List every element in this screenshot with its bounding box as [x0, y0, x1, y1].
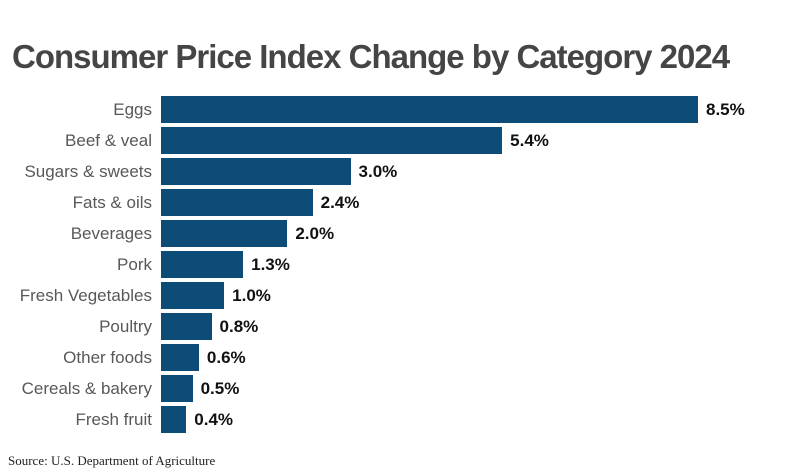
bar [161, 282, 225, 309]
value-label: 0.6% [206, 347, 246, 367]
source-note: Source: U.S. Department of Agriculture [8, 453, 216, 468]
value-label: 0.5% [200, 378, 240, 398]
bar [161, 251, 244, 278]
bar-track: 8.5% [161, 96, 800, 123]
bar [161, 127, 503, 154]
bar-track: 0.4% [161, 406, 800, 433]
value-label: 8.5% [706, 99, 745, 119]
value-label: 2.4% [320, 192, 360, 212]
chart-row: Pork 1.3% [0, 251, 800, 278]
bar [161, 406, 187, 433]
bar [161, 344, 199, 371]
chart-row: Fresh fruit 0.4% [0, 406, 800, 433]
chart-row: Fats & oils 2.4% [0, 189, 800, 216]
value-label: 0.4% [194, 409, 234, 429]
bar-track: 0.5% [161, 375, 800, 402]
category-label: Cereals & bakery [21, 379, 152, 398]
category-label: Sugars & sweets [24, 162, 152, 181]
bar [161, 158, 351, 185]
bar-track: 2.0% [161, 220, 800, 247]
value-label: 2.0% [295, 223, 335, 243]
bar-track: 1.3% [161, 251, 800, 278]
value-label: 1.3% [251, 254, 290, 274]
bar [161, 375, 193, 402]
bar [161, 313, 212, 340]
value-label: 5.4% [510, 130, 549, 150]
value-label: 3.0% [358, 161, 398, 181]
bar-track: 0.8% [161, 313, 800, 340]
chart-row: Sugars & sweets 3.0% [0, 158, 800, 185]
category-label: Fresh fruit [75, 410, 152, 429]
bar-track: 1.0% [161, 282, 800, 309]
value-label: 1.0% [232, 285, 271, 305]
chart-row: Beef & veal 5.4% [0, 127, 800, 154]
chart-row: Cereals & bakery 0.5% [0, 375, 800, 402]
bar-track: 0.6% [161, 344, 800, 371]
bar [161, 96, 698, 123]
category-label: Eggs [113, 100, 152, 119]
bar-track: 3.0% [161, 158, 800, 185]
chart-title: Consumer Price Index Change by Category … [12, 38, 730, 75]
bar-chart: Eggs 8.5% Beef & veal 5.4% Sugars & sweets 3.… [0, 96, 800, 437]
chart-row: Beverages 2.0% [0, 220, 800, 247]
chart-row: Other foods 0.6% [0, 344, 800, 371]
chart-row: Poultry 0.8% [0, 313, 800, 340]
chart-row: Eggs 8.5% [0, 96, 800, 123]
category-label: Fats & oils [72, 193, 152, 212]
category-label: Other foods [63, 348, 152, 367]
bar [161, 189, 313, 216]
category-label: Beverages [70, 224, 152, 243]
category-label: Pork [117, 255, 152, 274]
bar [161, 220, 288, 247]
category-label: Beef & veal [65, 131, 152, 150]
category-label: Fresh Vegetables [19, 286, 152, 305]
category-label: Poultry [99, 317, 152, 336]
bar-track: 2.4% [161, 189, 800, 216]
bar-track: 5.4% [161, 127, 800, 154]
chart-row: Fresh Vegetables 1.0% [0, 282, 800, 309]
value-label: 0.8% [219, 316, 259, 336]
